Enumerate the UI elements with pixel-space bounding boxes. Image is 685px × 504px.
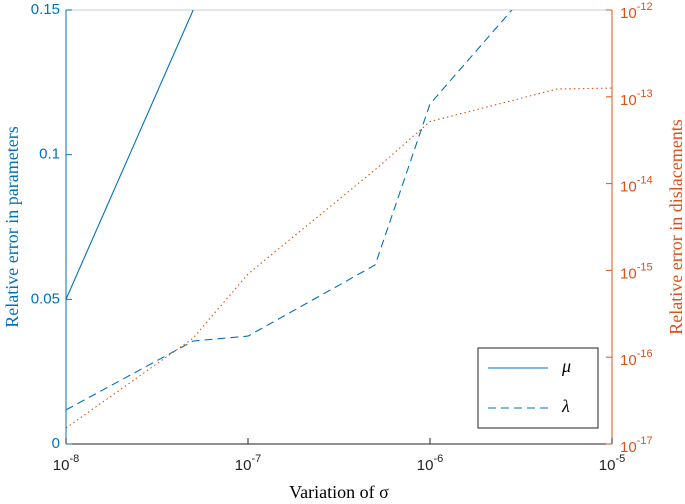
y2-tick-label-base: 10 bbox=[620, 439, 637, 456]
y2-tick-label: 10-13 bbox=[620, 88, 653, 109]
x-tick-label-exponent: -6 bbox=[433, 453, 443, 465]
y2-tick-label-exponent: -17 bbox=[637, 435, 653, 447]
x-tick-label: 10-8 bbox=[53, 453, 79, 474]
series-line bbox=[66, 10, 513, 411]
y-axis-label: Relative error in parameters bbox=[2, 126, 22, 327]
x-tick-label-base: 10 bbox=[599, 457, 616, 474]
y2-tick-label-exponent: -15 bbox=[637, 261, 653, 273]
y2-tick-label-exponent: -12 bbox=[637, 1, 653, 13]
y2-tick-label: 10-12 bbox=[620, 1, 653, 22]
y2-tick-label: 10-16 bbox=[620, 348, 653, 369]
y2-tick-label-exponent: -14 bbox=[637, 175, 653, 187]
y2-axis-label: Relative error in dislacements bbox=[666, 119, 685, 334]
x-tick-label-exponent: -8 bbox=[69, 453, 79, 465]
y-tick-label: 0.1 bbox=[39, 146, 60, 163]
x-tick-label: 10-5 bbox=[599, 453, 625, 474]
legend-label: λ bbox=[561, 396, 570, 416]
y2-tick-label-base: 10 bbox=[620, 179, 637, 196]
legend-label: μ bbox=[561, 356, 571, 376]
x-tick-label-exponent: -7 bbox=[251, 453, 261, 465]
legend-box bbox=[477, 347, 599, 429]
y-tick-label: 0.05 bbox=[31, 290, 60, 307]
y2-tick-label-base: 10 bbox=[620, 5, 637, 22]
x-tick-label-base: 10 bbox=[417, 457, 434, 474]
y2-tick-label: 10-14 bbox=[620, 175, 653, 196]
plot-area bbox=[66, 10, 612, 429]
series-line bbox=[66, 87, 612, 429]
y2-tick-label-exponent: -13 bbox=[637, 88, 653, 100]
x-tick-label-base: 10 bbox=[53, 457, 70, 474]
y2-tick-label-exponent: -16 bbox=[637, 348, 653, 360]
y-tick-label: 0.15 bbox=[31, 1, 60, 18]
y-tick-label: 0 bbox=[52, 435, 60, 452]
series-line bbox=[66, 10, 194, 300]
x-tick-label-exponent: -5 bbox=[615, 453, 625, 465]
y2-tick-label-base: 10 bbox=[620, 92, 637, 109]
y2-tick-label: 10-15 bbox=[620, 261, 653, 282]
x-tick-label: 10-6 bbox=[417, 453, 443, 474]
y2-tick-label: 10-17 bbox=[620, 435, 653, 456]
x-tick-label-base: 10 bbox=[235, 457, 252, 474]
y2-tick-label-base: 10 bbox=[620, 352, 637, 369]
x-tick-label: 10-7 bbox=[235, 453, 261, 474]
x-axis-label: Variation of σ bbox=[289, 482, 389, 502]
y2-tick-label-base: 10 bbox=[620, 265, 637, 282]
